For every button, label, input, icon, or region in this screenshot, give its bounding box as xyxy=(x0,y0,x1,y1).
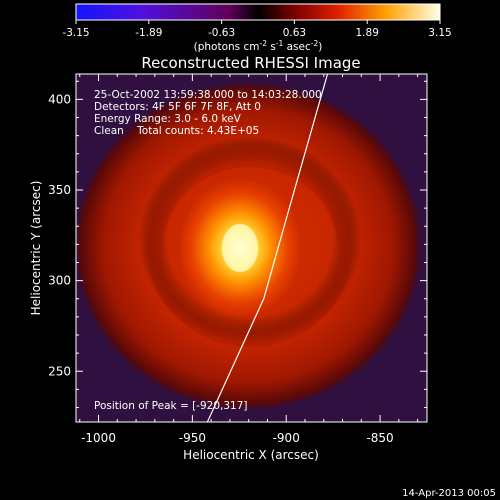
source-peak-core xyxy=(222,224,258,272)
colorbar-tick-label: -1.89 xyxy=(135,27,162,39)
colorbar-tick-label: 0.63 xyxy=(283,27,306,39)
plot-area: -1000 -950 -900 -850 250 300 350 400 xyxy=(48,73,428,445)
y-axis-label: Heliocentric Y (arcsec) xyxy=(29,181,43,316)
y-tick-label: 300 xyxy=(48,274,71,288)
timestamp: 14-Apr-2013 00:05 xyxy=(402,488,496,499)
x-tick-label: -1000 xyxy=(81,431,116,445)
solar-limb-line xyxy=(206,74,329,422)
colorbar-ticks: -3.15 -1.89 -0.63 0.63 1.89 3.15 xyxy=(62,20,452,39)
annotation-time-range: 25-Oct-2002 13:59:38.000 to 14:03:28.000 xyxy=(94,89,322,101)
colorbar: -3.15 -1.89 -0.63 0.63 1.89 3.15 (photons cm-… xyxy=(62,3,452,53)
annotation-energy-range: Energy Range: 3.0 - 6.0 keV xyxy=(94,113,242,125)
annotation-clean-counts: Clean Total counts: 4.43E+05 xyxy=(94,125,259,137)
chart-title: Reconstructed RHESSI Image xyxy=(141,54,360,72)
annotation-detectors: Detectors: 4F 5F 6F 7F 8F, Att 0 xyxy=(94,101,261,113)
colorbar-tick-label: -3.15 xyxy=(62,27,89,39)
x-tick-label: -850 xyxy=(366,431,393,445)
colorbar-tick-label: 1.89 xyxy=(356,27,379,39)
annotation-peak-position: Position of Peak = [-920,317] xyxy=(94,400,248,412)
annotations: 25-Oct-2002 13:59:38.000 to 14:03:28.000… xyxy=(94,89,322,412)
colorbar-units: (photons cm-2 s-1 asec-2) xyxy=(194,39,323,53)
axis-ticks: -1000 -950 -900 -850 250 300 350 400 xyxy=(48,74,427,445)
source-ring-inner xyxy=(148,153,352,347)
colorbar-gradient xyxy=(75,3,441,21)
x-tick-label: -900 xyxy=(273,431,300,445)
plot-frame xyxy=(75,73,428,423)
y-tick-label: 350 xyxy=(48,183,71,197)
colorbar-tick-label: 3.15 xyxy=(428,27,451,39)
y-tick-label: 400 xyxy=(48,92,71,106)
colorbar-tick-label: -0.63 xyxy=(208,27,235,39)
x-axis-label: Heliocentric X (arcsec) xyxy=(183,448,319,462)
x-tick-label: -950 xyxy=(179,431,206,445)
y-tick-label: 250 xyxy=(48,364,71,378)
